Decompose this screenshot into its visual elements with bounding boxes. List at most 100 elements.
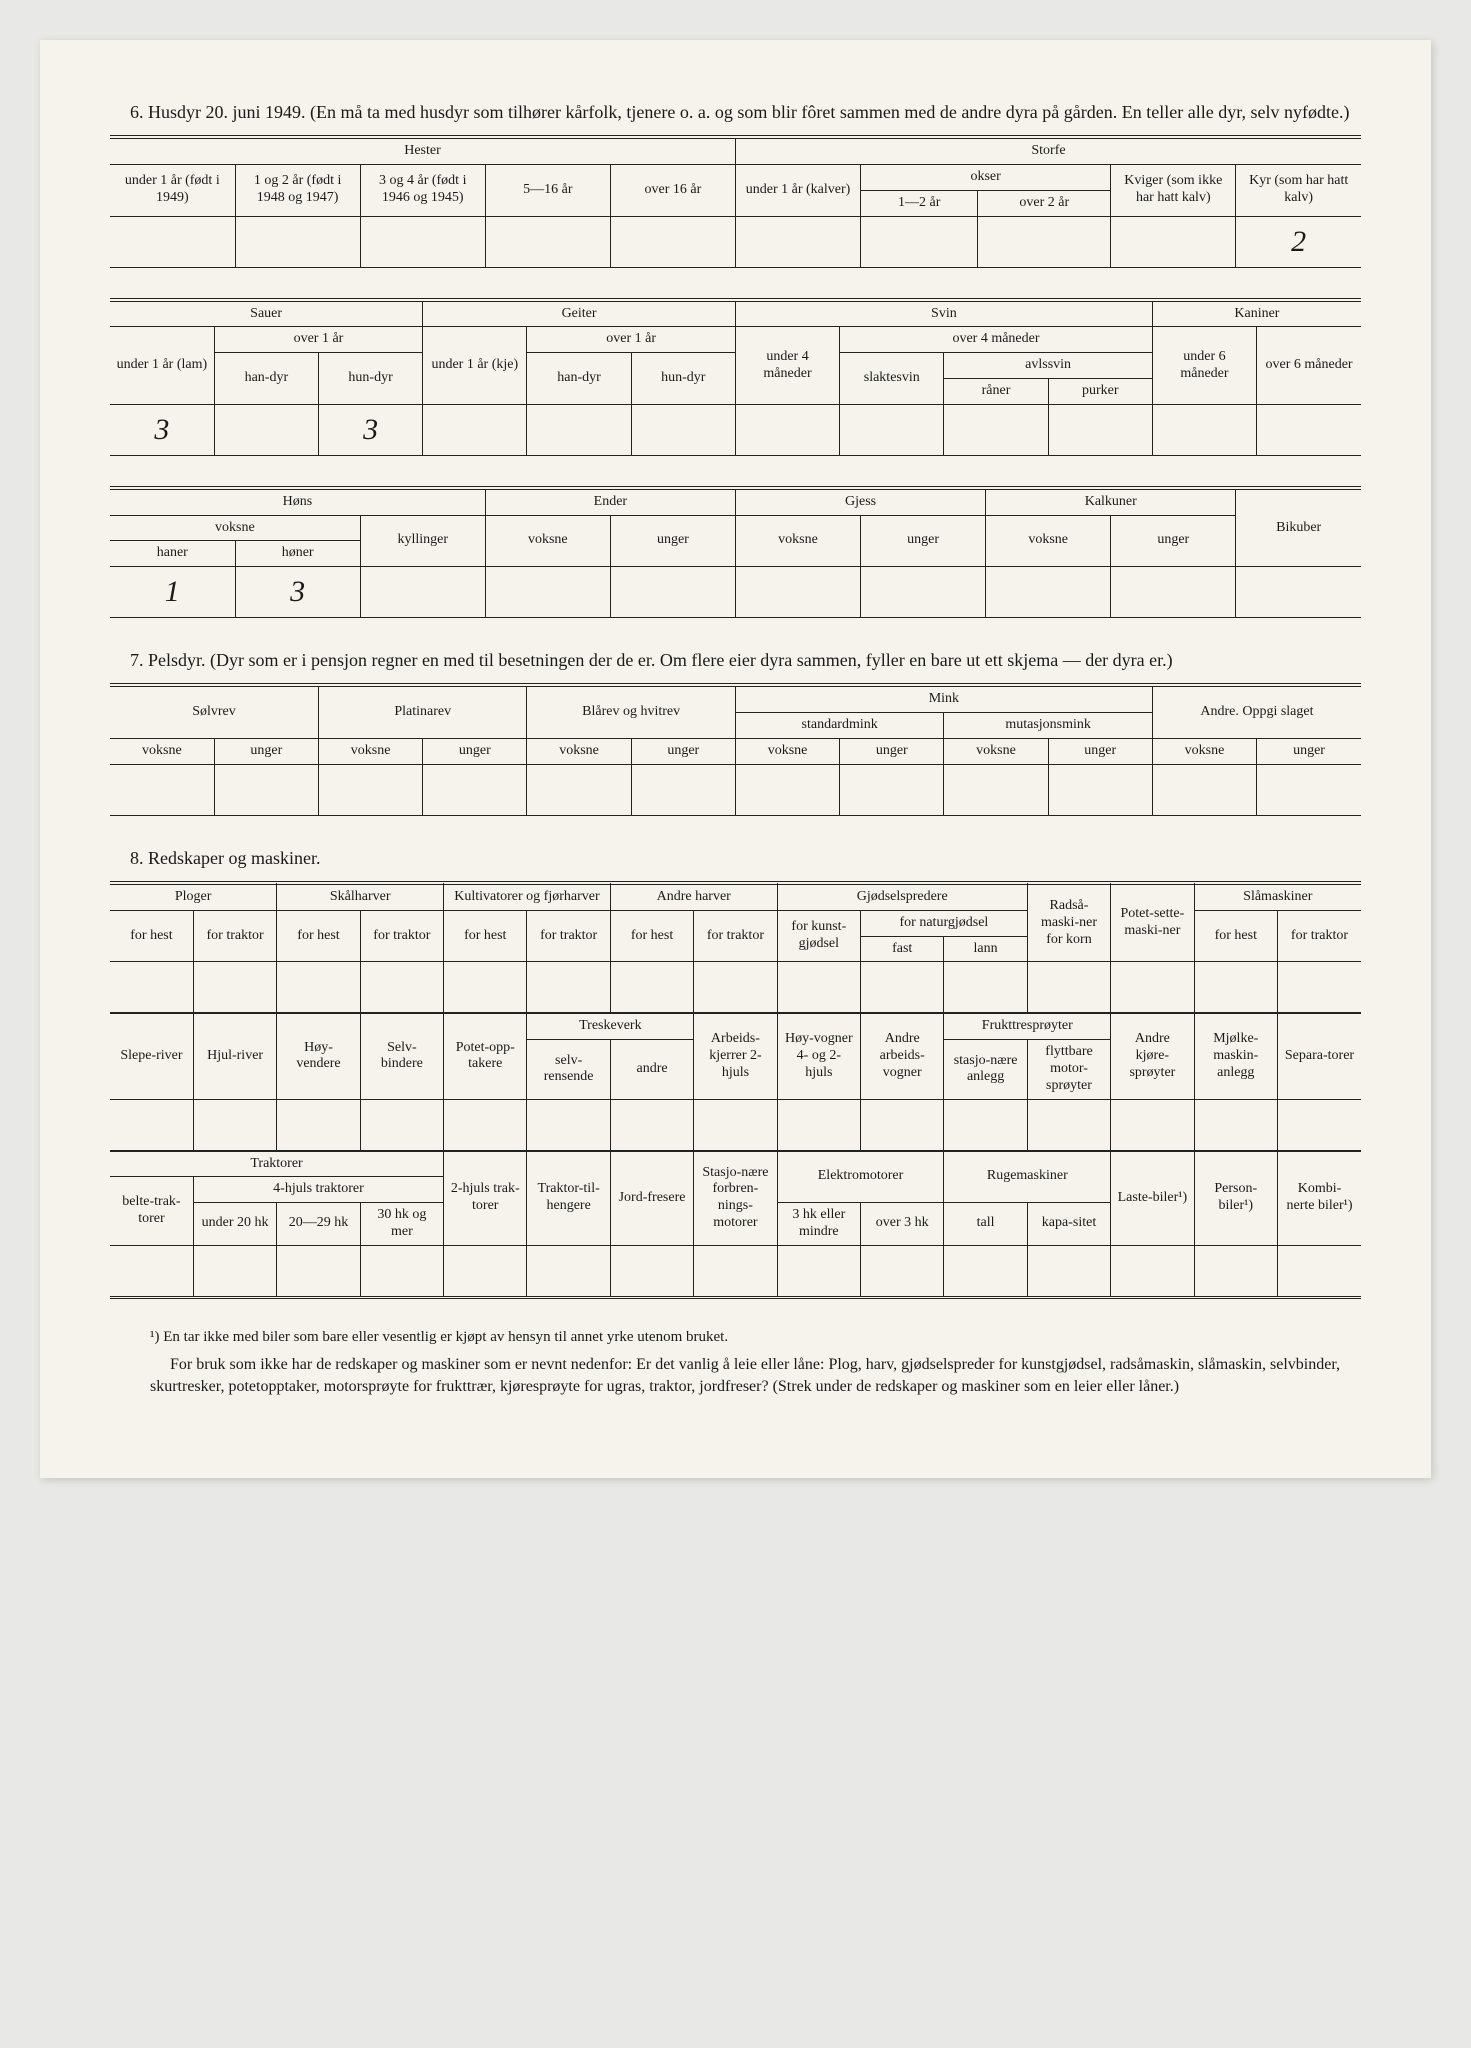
- cell[interactable]: [485, 567, 610, 618]
- cell[interactable]: [360, 567, 485, 618]
- cell[interactable]: [214, 764, 318, 815]
- header-kombinerte: Kombi-nerte biler¹): [1277, 1151, 1361, 1245]
- cell-haner[interactable]: 1: [110, 567, 235, 618]
- cell[interactable]: [110, 764, 214, 815]
- cell[interactable]: [360, 1099, 443, 1150]
- cell[interactable]: [1048, 404, 1152, 455]
- cell[interactable]: [944, 404, 1048, 455]
- cell[interactable]: [1152, 764, 1256, 815]
- cell[interactable]: [1027, 1099, 1110, 1150]
- cell[interactable]: [1277, 1099, 1361, 1150]
- cell[interactable]: [1111, 1245, 1194, 1297]
- cell-sau-u1[interactable]: 3: [110, 404, 214, 455]
- cell[interactable]: [1111, 1099, 1194, 1150]
- cell[interactable]: [944, 764, 1048, 815]
- cell[interactable]: [610, 216, 735, 267]
- cell[interactable]: [1048, 764, 1152, 815]
- cell[interactable]: [193, 962, 276, 1013]
- cell[interactable]: [631, 764, 735, 815]
- cell[interactable]: [610, 567, 735, 618]
- cell[interactable]: [193, 1245, 276, 1297]
- cell[interactable]: [1257, 764, 1361, 815]
- cell[interactable]: [110, 962, 193, 1013]
- cell[interactable]: [360, 216, 485, 267]
- header-mink: Mink: [735, 685, 1152, 712]
- cell[interactable]: [1194, 1245, 1277, 1297]
- cell[interactable]: [944, 1245, 1027, 1297]
- cell[interactable]: [1027, 1245, 1110, 1297]
- cell[interactable]: [423, 404, 527, 455]
- cell[interactable]: [694, 962, 777, 1013]
- cell[interactable]: [214, 404, 318, 455]
- cell[interactable]: [1027, 962, 1110, 1013]
- cell[interactable]: [235, 216, 360, 267]
- cell[interactable]: [360, 1245, 443, 1297]
- cell[interactable]: [735, 216, 860, 267]
- section6-heading: 6. Husdyr 20. juni 1949. (En må ta med h…: [130, 100, 1361, 125]
- cell[interactable]: [444, 1099, 527, 1150]
- cell[interactable]: [840, 404, 944, 455]
- cell[interactable]: [610, 962, 693, 1013]
- cell[interactable]: [735, 764, 839, 815]
- cell[interactable]: [861, 567, 986, 618]
- cell[interactable]: [277, 962, 360, 1013]
- cell[interactable]: [1194, 962, 1277, 1013]
- cell[interactable]: [861, 962, 944, 1013]
- col-stasjonaere: stasjo-nære anlegg: [944, 1040, 1027, 1099]
- cell[interactable]: [527, 404, 631, 455]
- cell[interactable]: [1111, 567, 1236, 618]
- cell[interactable]: [777, 962, 860, 1013]
- cell[interactable]: [840, 764, 944, 815]
- cell[interactable]: [1277, 962, 1361, 1013]
- cell[interactable]: [1111, 962, 1194, 1013]
- cell[interactable]: [527, 1245, 610, 1297]
- cell[interactable]: [944, 962, 1027, 1013]
- col-unger: unger: [423, 738, 527, 764]
- cell[interactable]: [1257, 404, 1361, 455]
- col-geit-hundyr: hun-dyr: [631, 353, 735, 405]
- col-forhest: for hest: [277, 910, 360, 962]
- cell[interactable]: [360, 962, 443, 1013]
- cell[interactable]: [444, 1245, 527, 1297]
- cell[interactable]: [1277, 1245, 1361, 1297]
- cell[interactable]: [610, 1245, 693, 1297]
- header-slamaskiner: Slåmaskiner: [1194, 883, 1361, 910]
- cell[interactable]: [1194, 1099, 1277, 1150]
- cell[interactable]: [978, 216, 1111, 267]
- cell-sau-hundyr[interactable]: 3: [318, 404, 422, 455]
- cell[interactable]: [735, 567, 860, 618]
- cell[interactable]: [277, 1099, 360, 1150]
- cell[interactable]: [423, 764, 527, 815]
- col-voksne: voksne: [318, 738, 422, 764]
- cell-honer[interactable]: 3: [235, 567, 360, 618]
- cell[interactable]: [861, 1099, 944, 1150]
- cell[interactable]: [1152, 404, 1256, 455]
- cell[interactable]: [318, 764, 422, 815]
- cell[interactable]: [694, 1099, 777, 1150]
- header-jordfresere: Jord-fresere: [610, 1151, 693, 1245]
- cell[interactable]: [861, 1245, 944, 1297]
- cell[interactable]: [631, 404, 735, 455]
- cell[interactable]: [110, 1245, 193, 1297]
- cell[interactable]: [777, 1099, 860, 1150]
- cell[interactable]: [277, 1245, 360, 1297]
- cell[interactable]: [861, 216, 978, 267]
- cell[interactable]: [1236, 567, 1361, 618]
- cell[interactable]: [527, 764, 631, 815]
- col-hons-voksne: voksne: [110, 515, 360, 541]
- cell[interactable]: [944, 1099, 1027, 1150]
- cell[interactable]: [694, 1245, 777, 1297]
- cell[interactable]: [110, 1099, 193, 1150]
- cell[interactable]: [527, 1099, 610, 1150]
- cell-kyr[interactable]: 2: [1236, 216, 1361, 267]
- cell[interactable]: [527, 962, 610, 1013]
- cell[interactable]: [110, 216, 235, 267]
- cell[interactable]: [610, 1099, 693, 1150]
- cell[interactable]: [777, 1245, 860, 1297]
- cell[interactable]: [444, 962, 527, 1013]
- cell[interactable]: [193, 1099, 276, 1150]
- cell[interactable]: [986, 567, 1111, 618]
- cell[interactable]: [485, 216, 610, 267]
- cell[interactable]: [1111, 216, 1236, 267]
- cell[interactable]: [735, 404, 839, 455]
